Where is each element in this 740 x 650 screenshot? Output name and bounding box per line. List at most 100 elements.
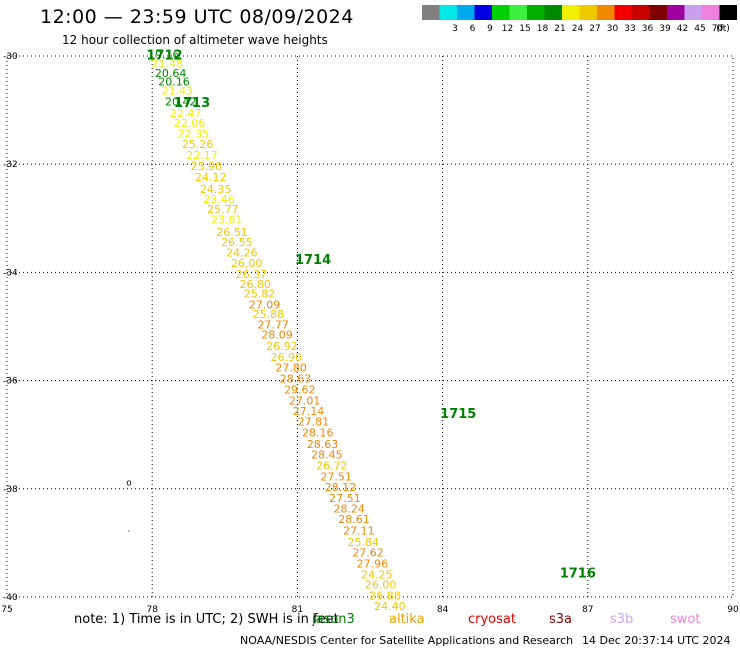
note-text: note: 1) Time is in UTC; 2) SWH is in fe…: [74, 612, 339, 627]
chart-subtitle: 12 hour collection of altimeter wave hei…: [62, 33, 328, 47]
time-label: 1715: [440, 407, 476, 422]
colorbar-swatch: [474, 5, 492, 20]
wave-height-point: 25.82: [244, 287, 276, 300]
colorbar-tick-label: 27: [589, 24, 600, 34]
y-tick-label: -40: [3, 593, 18, 603]
colorbar-tick-label: 3: [452, 24, 458, 34]
y-tick-label: -34: [3, 268, 18, 278]
colorbar-swatch: [527, 5, 545, 20]
wave-height-point: 26.90: [271, 351, 303, 364]
wave-height-point: 27.09: [249, 298, 281, 311]
wave-height-point: 21.48: [151, 58, 183, 71]
colorbar-swatch: [597, 5, 615, 20]
colorbar-tick-label: 15: [519, 24, 530, 34]
wave-height-point: 23.81: [211, 213, 243, 226]
wave-height-point: 22.35: [178, 127, 210, 140]
wave-height-point: 20.64: [155, 67, 187, 80]
colorbar-swatch: [457, 5, 475, 20]
wave-height-point: 26.00: [365, 579, 397, 592]
time-label: 1714: [295, 253, 331, 268]
wave-height-point: 28.61: [338, 513, 370, 526]
wave-height-point: 22.47: [170, 107, 202, 120]
colorbar-tick-label: 24: [572, 24, 584, 34]
y-tick-label: -38: [3, 485, 18, 495]
x-tick-label: 75: [1, 605, 12, 615]
wave-height-point: 28.63: [280, 372, 312, 385]
x-tick-label: 84: [437, 605, 449, 615]
colorbar-swatch: [614, 5, 632, 20]
y-tick-label: -36: [3, 377, 18, 387]
wave-height-point: 28.24: [333, 502, 365, 515]
colorbar-swatch: [702, 5, 720, 20]
wave-height-point: 26.88: [369, 589, 401, 602]
footer-timestamp: 14 Dec 20:37:14 UTC 2024: [582, 634, 731, 647]
wave-height-point: 28.16: [302, 427, 334, 440]
colorbar-tick-label: 18: [537, 24, 549, 34]
legend-satellite-altika: altika: [389, 612, 425, 627]
y-tick-label: -32: [3, 160, 18, 170]
wave-height-point: 27.51: [329, 492, 361, 505]
wave-height-point: 28.12: [325, 481, 357, 494]
wave-height-point: 24.26: [226, 246, 258, 259]
wave-height-point: 26.72: [316, 460, 348, 473]
colorbar-tick-label: 12: [502, 24, 513, 34]
wave-height-point: 20.16: [158, 75, 190, 88]
time-label: 1713: [174, 96, 210, 111]
wave-height-point: 27.01: [289, 395, 321, 408]
wave-height-point: 25.26: [182, 138, 214, 151]
y-tick-label: -30: [3, 52, 18, 62]
colorbar-swatch: [579, 5, 597, 20]
colorbar-tick-label: 9: [487, 24, 493, 34]
wave-height-point: 25.84: [347, 536, 379, 549]
colorbar-tick-label: 36: [642, 24, 654, 34]
colorbar-swatch: [422, 5, 440, 20]
plot-frame: [6, 55, 734, 598]
colorbar-tick-label: 21: [554, 24, 565, 34]
legend-satellite-cryosat: cryosat: [468, 612, 516, 627]
wave-height-point: 27.14: [293, 405, 325, 418]
map-mark: o: [126, 478, 132, 488]
wave-height-point: 22.06: [174, 117, 206, 130]
chart-title: 12:00 — 23:59 UTC 08/09/2024: [40, 6, 354, 28]
legend-satellite-s3b: s3b: [610, 612, 634, 627]
wave-height-point: 24.40: [374, 600, 406, 613]
wave-height-point: 26.51: [216, 226, 248, 239]
colorbar-swatch: [439, 5, 457, 20]
time-label: 1712: [146, 48, 182, 63]
colorbar-swatch: [492, 5, 510, 20]
colorbar-tick-label: 30: [607, 24, 619, 34]
wave-height-point: 27.80: [275, 362, 307, 375]
wave-height-point: 27.81: [298, 416, 330, 429]
legend-satellite-swot: swot: [670, 612, 701, 627]
wave-height-point: 27.51: [320, 470, 352, 483]
wave-height-point: 26.80: [240, 278, 272, 291]
wave-height-point: 28.63: [307, 438, 339, 451]
wave-height-point: 25.88: [253, 308, 285, 321]
wave-height-point: 27.11: [343, 524, 375, 537]
wave-height-point: 26.37: [236, 268, 268, 281]
x-tick-label: 87: [582, 605, 593, 615]
wave-height-point: 27.62: [352, 547, 384, 560]
colorbar-swatch: [562, 5, 580, 20]
x-tick-label: 90: [727, 605, 739, 615]
colorbar-unit: (ft): [716, 24, 730, 34]
colorbar-tick-label: 33: [624, 24, 635, 34]
colorbar-swatch: [509, 5, 527, 20]
colorbar-tick-label: 70: [712, 24, 724, 34]
legend-satellite-jason3: jason3: [312, 612, 355, 627]
wave-height-point: 28.45: [311, 449, 343, 462]
x-tick-label: 78: [146, 605, 158, 615]
time-label: 1716: [560, 567, 596, 582]
x-tick-label: 81: [292, 605, 303, 615]
colorbar-tick-label: 6: [470, 24, 476, 34]
wave-height-point: 27.96: [357, 557, 389, 570]
colorbar-swatch: [719, 5, 737, 20]
colorbar-tick-label: 45: [694, 24, 705, 34]
wave-height-point: 22.17: [186, 149, 218, 162]
wave-height-point: 21.43: [162, 85, 194, 98]
colorbar-swatch: [649, 5, 667, 20]
footer-credit: NOAA/NESDIS Center for Satellite Applica…: [240, 634, 574, 647]
wave-height-point: 25.77: [207, 203, 239, 216]
wave-height-point: 26.00: [231, 257, 263, 270]
